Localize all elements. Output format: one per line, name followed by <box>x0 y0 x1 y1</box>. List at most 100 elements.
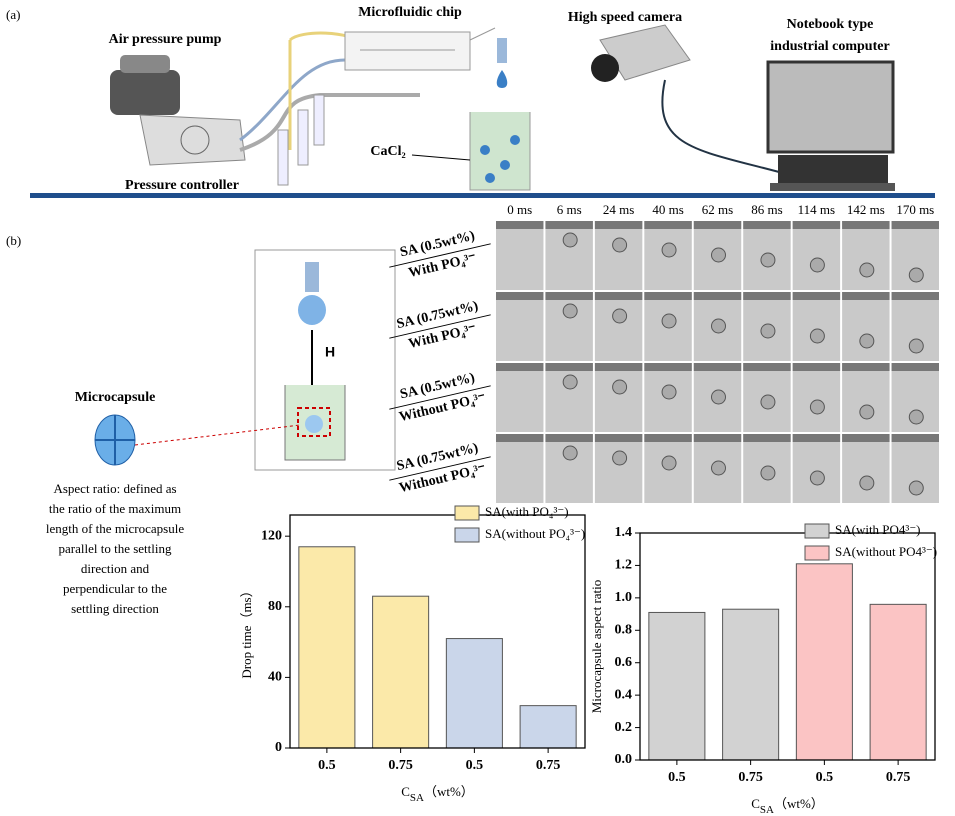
frame <box>545 292 593 361</box>
frame <box>842 221 890 290</box>
frame <box>792 292 841 361</box>
setup-illustration <box>110 24 895 191</box>
droplet <box>661 384 677 400</box>
frame-top <box>545 363 593 371</box>
droplet <box>661 455 677 471</box>
x-tick-label: 0.5 <box>318 758 336 773</box>
bench-line <box>30 193 935 198</box>
beaker-illustration <box>94 249 396 471</box>
frame-top <box>743 434 791 442</box>
frame <box>792 221 841 290</box>
legend-label: SA(without PO4³⁻) <box>835 544 937 559</box>
frame <box>594 434 643 503</box>
droplet <box>661 313 677 329</box>
row-label-rule <box>389 314 491 339</box>
droplet <box>711 318 726 334</box>
note-line: perpendicular to the <box>63 581 167 596</box>
x-label-main: C <box>751 796 760 811</box>
label: Microfluidic chip <box>358 5 462 20</box>
frame-top <box>891 363 939 371</box>
droplet <box>562 445 578 461</box>
frame <box>842 292 890 361</box>
note-line: settling direction <box>71 601 159 616</box>
y-tick-label: 1.0 <box>615 590 633 605</box>
label: Notebook type <box>787 17 874 32</box>
row-label: SA (0.5wt%)With PO₄³⁻ <box>389 229 491 281</box>
label: industrial computer <box>770 39 889 54</box>
frame-top <box>644 363 692 371</box>
x-tick-label: 0.75 <box>536 758 561 773</box>
frame-top <box>693 434 742 442</box>
bar <box>372 595 430 749</box>
x-axis-label: CSA（wt%） <box>751 796 824 816</box>
frame-top <box>594 434 643 442</box>
frame-top <box>693 221 742 229</box>
frame-top <box>792 221 841 229</box>
axis-frame <box>289 514 586 749</box>
frame <box>594 292 643 361</box>
legend-label: SA(with PO₄³⁻) <box>485 504 569 519</box>
y-tick-label: 1.2 <box>615 558 633 573</box>
y-tick-label: 80 <box>268 599 282 614</box>
label: High speed camera <box>568 10 682 25</box>
y-tick-label: 0.0 <box>615 752 633 767</box>
frame-top <box>842 434 890 442</box>
frame-top <box>743 363 791 371</box>
frame-top <box>693 292 742 300</box>
note-line: direction and <box>81 561 150 576</box>
frame <box>545 221 593 290</box>
droplet <box>908 480 924 496</box>
frame-top <box>842 221 890 229</box>
frame-top <box>545 221 593 229</box>
droplet <box>809 470 825 486</box>
droplet <box>859 262 875 278</box>
droplet <box>612 379 628 395</box>
droplet <box>908 409 924 425</box>
legend-swatch <box>454 505 480 521</box>
bar <box>298 546 356 749</box>
frame <box>594 221 643 290</box>
x-label-unit: （wt%） <box>774 796 824 811</box>
label: Pressure controller <box>125 178 239 193</box>
time-label: 142 ms <box>847 202 885 217</box>
x-tick-label: 0.5 <box>466 758 484 773</box>
droplet <box>711 460 726 476</box>
droplet <box>612 450 628 466</box>
droplet <box>760 323 776 339</box>
frame-top <box>594 363 643 371</box>
x-label-main: C <box>401 784 410 799</box>
bar <box>795 563 853 761</box>
droplet <box>711 389 726 405</box>
time-label: 0 ms <box>507 202 532 217</box>
note-line: length of the microcapsule <box>46 521 184 536</box>
droplet <box>562 303 578 319</box>
frame-top <box>644 221 692 229</box>
time-label: 40 ms <box>652 202 683 217</box>
frame <box>545 363 593 432</box>
frame <box>792 363 841 432</box>
y-axis-label: Microcapsule aspect ratio <box>589 580 604 714</box>
frame-top <box>792 434 841 442</box>
x-axis-label: CSA（wt%） <box>401 784 474 804</box>
droplet <box>908 267 924 283</box>
y-tick-label: 40 <box>268 670 282 685</box>
bar <box>519 705 577 749</box>
y-tick-label: 0 <box>275 740 282 755</box>
row-label: SA (0.75wt%)Without PO₄³⁻ <box>389 441 491 496</box>
row-label: SA (0.75wt%)With PO₄³⁻ <box>389 299 491 352</box>
time-label: 114 ms <box>798 202 835 217</box>
y-tick-label: 0.2 <box>615 720 633 735</box>
time-label: 24 ms <box>603 202 634 217</box>
bar <box>869 603 927 761</box>
droplet <box>612 237 628 253</box>
x-tick-label: 0.5 <box>668 770 686 785</box>
panel-label: (b) <box>6 233 21 248</box>
droplet <box>562 374 578 390</box>
x-label-unit: （wt%） <box>424 784 474 799</box>
y-tick-label: 0.8 <box>615 623 633 638</box>
note-line: parallel to the settling <box>59 541 172 556</box>
legend-label: SA(without PO₄³⁻) <box>485 526 585 541</box>
label: Air pressure pump <box>109 32 222 47</box>
